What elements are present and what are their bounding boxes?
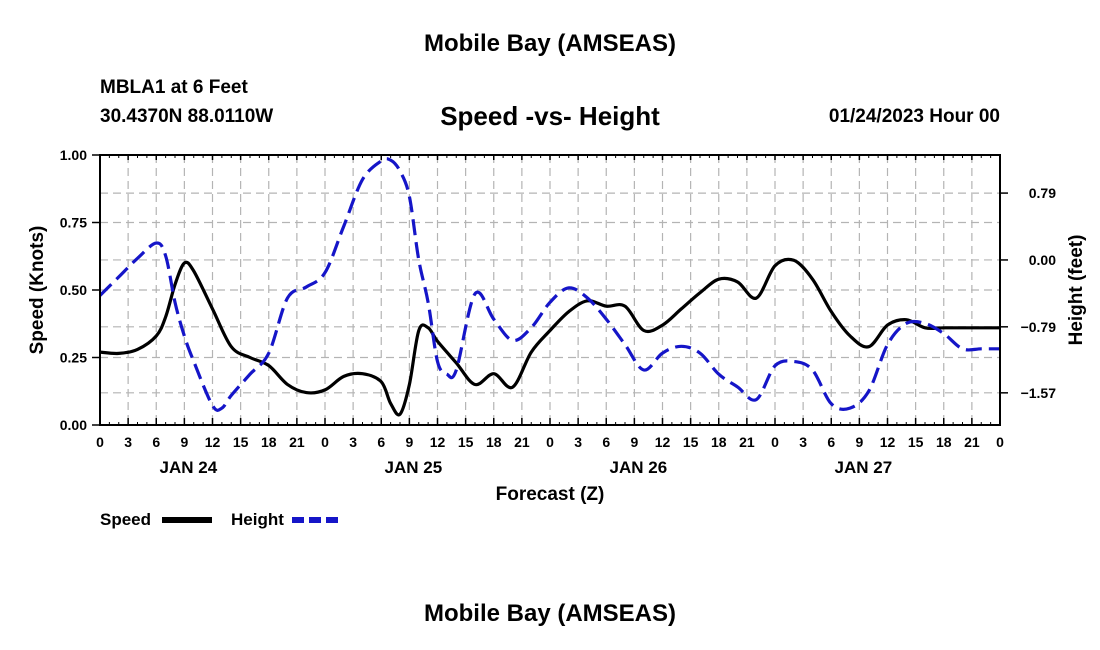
day-label: JAN 25: [385, 458, 443, 477]
height-series-line: [98, 157, 1000, 412]
x-tick-label: 9: [630, 434, 638, 450]
y-tick-label: 0.75: [60, 215, 87, 231]
x-tick-label: 21: [289, 434, 305, 450]
speed-series-line: [99, 257, 1000, 417]
x-tick-label: 18: [486, 434, 502, 450]
main-title: Mobile Bay (AMSEAS): [423, 30, 677, 57]
x-tick-label: 0: [321, 434, 329, 450]
x-tick-label: 0: [546, 434, 554, 450]
legend-height-label: Height: [231, 510, 284, 529]
footer-title: Mobile Bay (AMSEAS): [423, 600, 677, 627]
day-label: JAN 27: [835, 458, 893, 477]
y-axis-title: Speed (Knots): [27, 226, 48, 355]
y-tick-label: 1.00: [60, 147, 87, 163]
x-tick-label: 3: [799, 434, 807, 450]
x-tick-label: 18: [936, 434, 952, 450]
chart-subtitle: Speed -vs- Height: [440, 101, 660, 131]
x-tick-label: 12: [655, 434, 671, 450]
x-tick-label: 21: [514, 434, 530, 450]
data-series: [98, 157, 1000, 417]
x-tick-label: 15: [908, 434, 924, 450]
x-tick-label: 21: [964, 434, 980, 450]
x-tick-label: 9: [405, 434, 413, 450]
legend-speed-label: Speed: [100, 510, 151, 529]
x-tick-label: 21: [739, 434, 755, 450]
y-tick-label: 0.00: [60, 417, 87, 433]
station-label: MBLA1 at 6 Feet: [100, 77, 248, 98]
x-tick-label: 3: [124, 434, 132, 450]
x-tick-label: 0: [96, 434, 104, 450]
x-tick-label: 12: [205, 434, 221, 450]
x-tick-label: 18: [711, 434, 727, 450]
x-tick-label: 9: [855, 434, 863, 450]
day-label: JAN 26: [610, 458, 668, 477]
grid-lines: [100, 155, 1000, 425]
x-tick-label: 12: [430, 434, 446, 450]
x-tick-label: 15: [458, 434, 474, 450]
y2-tick-label: −1.57: [1021, 385, 1057, 401]
y2-axis-title: Height (feet): [1066, 235, 1087, 346]
x-tick-label: 6: [827, 434, 835, 450]
x-tick-label: 18: [261, 434, 277, 450]
x-tick-label: 15: [233, 434, 249, 450]
x-tick-label: 9: [180, 434, 188, 450]
y-tick-label: 0.50: [60, 282, 87, 298]
x-tick-label: 6: [602, 434, 610, 450]
x-tick-label: 12: [880, 434, 896, 450]
day-label: JAN 24: [160, 458, 218, 477]
axes: 0 3 6 9 12 15 18 21 0 3 6 9 12 15 18 21 0 3 6 9 12 15 18 21 0 3 6 9…: [60, 147, 1056, 477]
y-tick-label: 0.25: [60, 350, 87, 366]
x-axis-title: Forecast (Z): [496, 484, 605, 505]
x-tick-label: 6: [377, 434, 385, 450]
x-tick-label: 3: [574, 434, 582, 450]
x-tick-label: 6: [152, 434, 160, 450]
y2-tick-label: 0.00: [1029, 252, 1056, 268]
station-coordinates: 30.4370N 88.0110W: [100, 106, 274, 127]
y2-tick-label: 0.79: [1029, 185, 1056, 201]
x-tick-label: 0: [996, 434, 1004, 450]
x-tick-label: 0: [771, 434, 779, 450]
x-tick-label: 15: [683, 434, 699, 450]
y2-tick-label: −0.79: [1021, 319, 1057, 335]
legend: Speed Height: [100, 510, 342, 529]
x-tick-label: 3: [349, 434, 357, 450]
forecast-datetime: 01/24/2023 Hour 00: [828, 106, 1000, 127]
